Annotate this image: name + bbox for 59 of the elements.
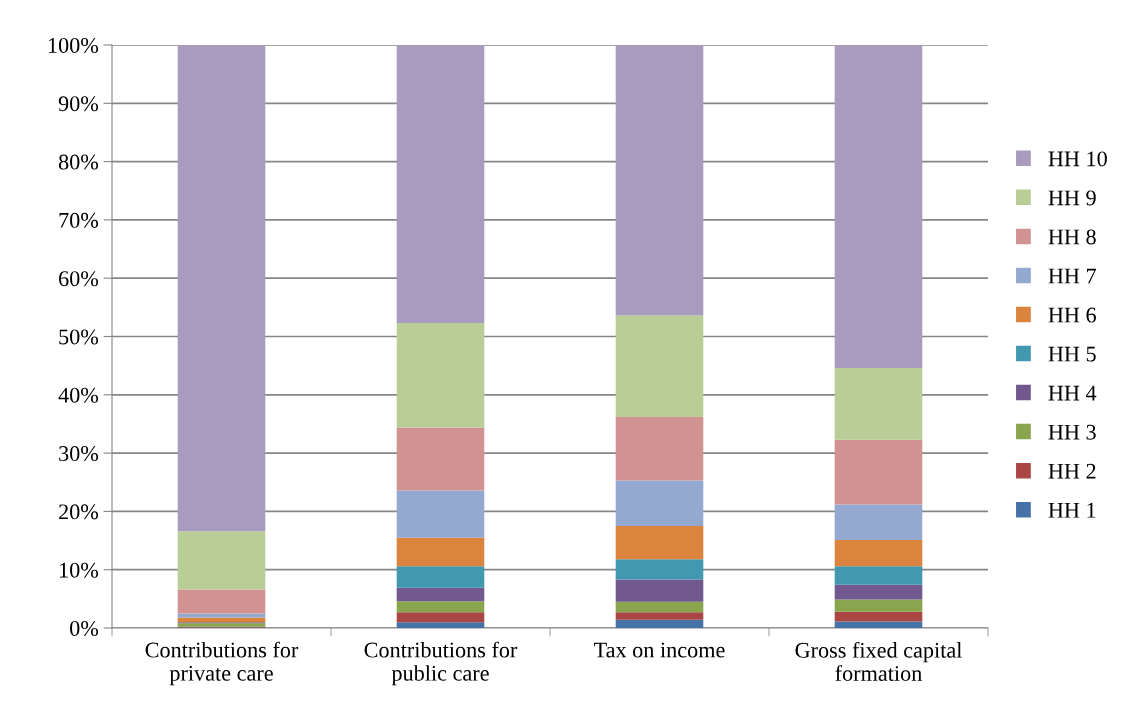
bar <box>834 584 923 600</box>
bar <box>177 589 266 614</box>
bar <box>615 525 704 560</box>
bar <box>615 559 704 580</box>
legend-label: HH 7 <box>1048 268 1096 284</box>
bar <box>396 490 485 538</box>
bar <box>396 587 485 602</box>
legend-label: HH 5 <box>1048 346 1096 362</box>
legend-label: HH 10 <box>1048 151 1107 167</box>
y-tick-label: 50% <box>59 329 99 345</box>
bar <box>615 601 704 613</box>
bar <box>396 622 485 628</box>
y-tick-label: 70% <box>59 212 99 228</box>
bar <box>615 480 704 526</box>
bar <box>396 427 485 491</box>
legend-label: HH 6 <box>1048 307 1096 323</box>
legend-label: HH 3 <box>1048 424 1096 440</box>
bar <box>615 45 704 316</box>
x-tick-label: Gross fixed capital formation <box>795 641 962 681</box>
legend-label: HH 1 <box>1048 502 1096 518</box>
y-tick-label: 100% <box>48 37 99 53</box>
y-tick-label: 0% <box>70 620 99 636</box>
bar <box>834 439 923 505</box>
bar <box>834 566 923 585</box>
bar <box>834 504 923 540</box>
bar <box>615 612 704 620</box>
legend-label: HH 2 <box>1048 463 1096 479</box>
bar <box>834 611 923 622</box>
y-tick-label: 40% <box>58 387 99 403</box>
bar <box>834 539 923 567</box>
legend-label: HH 4 <box>1048 385 1097 401</box>
x-tick-label: Contributions for public care <box>364 641 518 686</box>
bar <box>177 45 266 532</box>
x-tick-label: Contributions for private care <box>145 641 299 686</box>
bar <box>396 45 485 324</box>
y-tick-label: 90% <box>58 96 99 112</box>
bar <box>177 531 266 590</box>
bar <box>177 613 266 618</box>
bar <box>834 599 923 612</box>
y-tick-label: 60% <box>59 271 99 287</box>
bar <box>396 601 485 613</box>
bar <box>396 323 485 428</box>
bar <box>396 612 485 623</box>
bar <box>615 315 704 417</box>
legend-label: HH 9 <box>1048 190 1096 206</box>
y-tick-label: 80% <box>58 154 99 170</box>
y-tick-label: 20% <box>59 504 99 520</box>
legend-label: HH 8 <box>1048 229 1096 245</box>
bar <box>834 45 923 368</box>
x-tick-label: Tax on income <box>594 642 725 658</box>
bar <box>834 621 923 628</box>
bar <box>396 566 485 588</box>
bar <box>615 619 704 628</box>
bar <box>615 579 704 602</box>
bar <box>834 367 923 440</box>
bar <box>615 416 704 481</box>
y-tick-label: 10% <box>60 562 99 578</box>
bar <box>396 537 485 567</box>
y-tick-label: 30% <box>59 446 99 462</box>
